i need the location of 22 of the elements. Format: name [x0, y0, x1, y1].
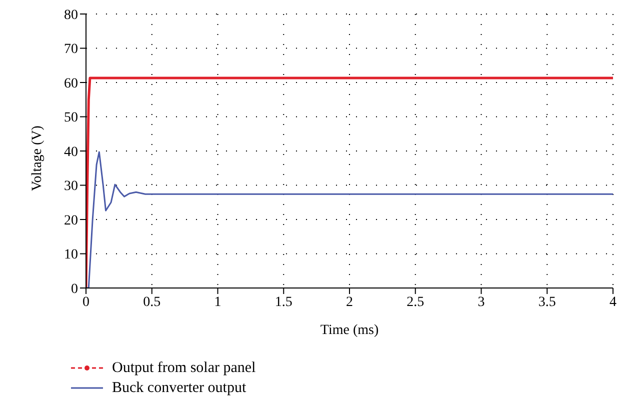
legend-label: Output from solar panel [112, 359, 256, 378]
x-tick-label: 1 [214, 294, 222, 310]
y-axis-title: Voltage (V) [30, 125, 45, 191]
x-tick-label: 0.5 [143, 294, 161, 310]
x-tick-label: 4 [610, 294, 616, 310]
y-tick-label: 40 [64, 144, 78, 160]
y-tick-label: 20 [64, 213, 78, 228]
y-tick-label: 50 [64, 110, 78, 126]
x-axis-title: Time (ms) [320, 323, 379, 338]
y-tick-label: 10 [64, 248, 78, 263]
x-tick-label: 3.5 [538, 294, 556, 310]
y-tick-label: 0 [71, 282, 78, 297]
x-tick-label: 1.5 [274, 294, 292, 310]
y-tick-label: 60 [64, 76, 78, 92]
x-tick-label: 2 [346, 294, 353, 310]
legend-label: Buck converter output [112, 379, 246, 398]
y-tick-label: 30 [64, 179, 78, 194]
y-tick-label: 80 [64, 8, 78, 23]
x-tick-label: 0 [82, 294, 90, 310]
x-tick-label: 2.5 [406, 294, 424, 310]
y-tick-label: 70 [64, 42, 78, 58]
x-tick-label: 3 [478, 294, 485, 310]
